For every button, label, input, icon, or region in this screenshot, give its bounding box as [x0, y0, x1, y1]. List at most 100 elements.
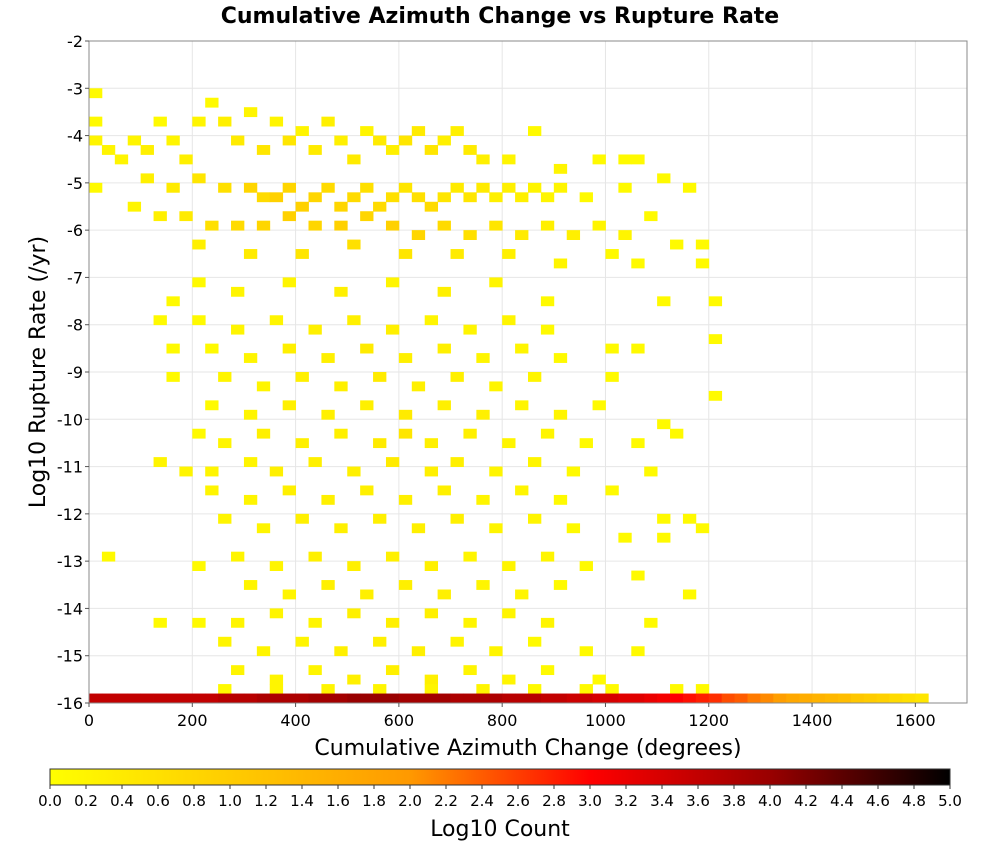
heatmap-cell — [321, 494, 335, 505]
heatmap-cell — [553, 693, 568, 704]
heatmap-cell — [411, 646, 426, 657]
colorbar-tick-label: 0.4 — [110, 792, 134, 810]
heatmap-cell — [205, 97, 219, 108]
heatmap-cell — [308, 617, 322, 628]
heatmap-cell — [424, 315, 439, 326]
heatmap-cell — [269, 561, 284, 571]
heatmap-cell — [231, 665, 245, 676]
heatmap-cell — [231, 617, 245, 628]
heatmap-cell — [218, 513, 232, 524]
heatmap-cell — [205, 466, 219, 477]
heatmap-cell — [489, 277, 503, 288]
x-tick-label: 400 — [280, 711, 311, 730]
heatmap-cell — [398, 693, 413, 704]
heatmap-cell — [502, 249, 516, 259]
heatmap-cell — [127, 201, 142, 212]
heatmap-cell — [424, 438, 439, 449]
heatmap-cell — [347, 154, 361, 165]
heatmap-cell — [282, 485, 296, 496]
heatmap-cell — [360, 400, 374, 411]
heatmap-cell — [644, 466, 658, 477]
colorbar-tick-label: 2.2 — [434, 792, 458, 810]
heatmap-cell — [89, 693, 103, 704]
heatmap-cell — [566, 466, 581, 477]
heatmap-cell — [476, 353, 490, 363]
heatmap-cell — [269, 684, 284, 694]
colorbar-tick-label: 2.6 — [506, 792, 530, 810]
heatmap-cell — [424, 561, 439, 571]
heatmap-cell — [385, 220, 400, 231]
heatmap-cell — [411, 381, 426, 392]
y-tick-label: -13 — [57, 552, 83, 571]
heatmap-cell — [553, 182, 568, 193]
heatmap-cell — [631, 570, 645, 581]
heatmap-cell — [140, 145, 154, 155]
colorbar-tick-label: 2.0 — [398, 792, 422, 810]
heatmap-cell — [437, 589, 451, 600]
y-tick-label: -12 — [57, 505, 83, 524]
heatmap-cell — [644, 617, 658, 628]
heatmap-cell — [231, 551, 245, 562]
heatmap-cell — [411, 192, 426, 203]
heatmap-cell — [553, 494, 568, 505]
heatmap-cell — [902, 693, 916, 704]
heatmap-cell — [657, 513, 671, 524]
colorbar-tick-label: 1.0 — [218, 792, 242, 810]
heatmap-cell — [502, 154, 516, 165]
heatmap-cell — [398, 494, 413, 505]
heatmap-cell — [424, 201, 439, 212]
heatmap-cell — [515, 400, 529, 411]
heatmap-cell — [540, 296, 555, 307]
heatmap-cell — [308, 145, 322, 155]
heatmap-cell — [476, 154, 490, 165]
heatmap-cell — [618, 532, 632, 543]
heatmap-cell — [295, 249, 309, 259]
heatmap-cell — [889, 693, 903, 704]
heatmap-cell — [243, 457, 258, 467]
heatmap-cell — [618, 182, 632, 193]
colorbar-tick-label: 0.6 — [146, 792, 170, 810]
heatmap-cell — [231, 135, 245, 146]
heatmap-cell — [256, 381, 271, 392]
heatmap-cell — [605, 693, 619, 704]
heatmap-cell — [411, 693, 426, 704]
y-axis-ticks: -2 -3 -4 -5 -6 -7 -8 -9 -10 -11 -12 -13 -14 -15 -16 — [57, 32, 89, 713]
colorbar-tick-label: 1.4 — [290, 792, 314, 810]
heatmap-cell — [385, 617, 400, 628]
heatmap-cell — [321, 580, 335, 590]
heatmap-cell — [231, 286, 245, 297]
heatmap-cell — [605, 372, 619, 382]
heatmap-cell — [218, 636, 232, 647]
y-tick-label: -3 — [67, 79, 83, 98]
colorbar-label: Log10 Count — [430, 817, 570, 842]
heatmap-cell — [476, 684, 490, 694]
heatmap-cell — [592, 674, 606, 685]
heatmap-cell — [321, 182, 335, 193]
colorbar-tick-label: 3.0 — [578, 792, 602, 810]
heatmap-cell — [786, 693, 800, 704]
heatmap-cell — [360, 589, 374, 600]
heatmap-cell — [670, 684, 684, 694]
heatmap-cell — [489, 192, 503, 203]
heatmap-cell — [89, 135, 103, 146]
colorbar-tick-label: 4.0 — [758, 792, 782, 810]
colorbar-tick-label: 4.6 — [866, 792, 890, 810]
heatmap-cell — [799, 693, 813, 704]
heatmap-cell — [127, 693, 142, 704]
heatmap-cell — [553, 353, 568, 363]
heatmap-cell — [605, 249, 619, 259]
heatmap-cell — [644, 211, 658, 222]
heatmap-cell — [579, 561, 593, 571]
heatmap-cell — [295, 201, 309, 212]
heatmap-cell — [502, 674, 516, 685]
heatmap-cell — [218, 182, 232, 193]
heatmap-cell — [179, 693, 193, 704]
heatmap-cell — [231, 220, 245, 231]
heatmap-cell — [502, 182, 516, 193]
heatmap-cell — [515, 485, 529, 496]
heatmap-cell — [695, 523, 710, 534]
heatmap-cell — [192, 315, 206, 326]
heatmap-cell — [411, 523, 426, 534]
y-tick-label: -9 — [67, 363, 83, 382]
